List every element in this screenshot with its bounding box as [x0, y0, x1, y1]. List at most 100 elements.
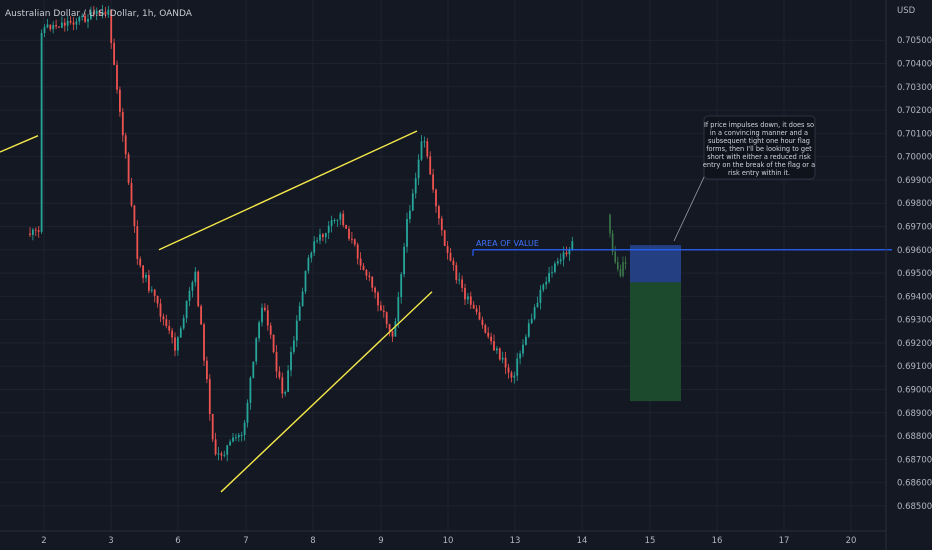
candle-body [429, 156, 432, 175]
y-tick-label: 0.68900 [897, 409, 932, 419]
time-axis[interactable]: 2 3 6 7 8 9 10 13 14 15 16 17 20 [41, 536, 856, 546]
y-tick-label: 0.69000 [897, 385, 932, 395]
candle-body [385, 312, 388, 325]
candle-body [52, 25, 55, 30]
candle-body [246, 402, 249, 423]
y-tick-label: 0.70200 [897, 106, 932, 116]
x-tick-label: 20 [846, 536, 857, 546]
x-tick-label: 8 [310, 536, 315, 546]
candle-body [232, 437, 234, 442]
candle-body [516, 358, 519, 376]
candle-body [446, 245, 449, 253]
trendline[interactable] [220, 291, 433, 493]
x-tick-label: 13 [510, 536, 521, 546]
candle-body [443, 230, 446, 246]
price-axis[interactable]: 0.70500 0.70400 0.70300 0.70200 0.70100 0.700… [897, 36, 932, 512]
take-profit-zone[interactable] [630, 282, 681, 402]
candle-body [58, 26, 60, 28]
x-tick-label: 9 [378, 536, 383, 546]
candle-body [275, 352, 278, 372]
candle-body [197, 271, 200, 307]
candle-body [365, 269, 368, 276]
candle-body [319, 234, 321, 241]
candle-body [110, 9, 113, 43]
candle-body [377, 292, 379, 306]
candle-body [206, 360, 208, 380]
candle-body [565, 252, 568, 255]
candle-body [171, 330, 173, 338]
candle-body [29, 233, 31, 235]
candle-body [177, 337, 179, 351]
candle-body [37, 230, 40, 232]
candle-body [536, 302, 539, 308]
y-tick-label: 0.69700 [897, 223, 932, 233]
candle-body [455, 265, 458, 280]
candle-body [119, 89, 121, 112]
horizontal-grid [0, 39, 886, 507]
y-tick-label: 0.69400 [897, 292, 932, 302]
trendline[interactable] [0, 135, 39, 153]
candle-body [72, 22, 75, 25]
candle-body [55, 25, 57, 27]
candle-body [255, 338, 258, 362]
forecast-candle-body [614, 251, 616, 263]
callout-box[interactable] [703, 115, 816, 180]
candle-body [269, 325, 272, 335]
candle-body [556, 261, 559, 264]
candle-body [194, 271, 197, 283]
candle-body [351, 238, 353, 240]
candle-body [432, 174, 434, 190]
candle-body [406, 219, 408, 247]
x-tick-label: 16 [712, 536, 723, 546]
candle-body [226, 445, 229, 455]
candle-body [478, 312, 481, 320]
candle-body [322, 234, 324, 238]
stop-loss-zone[interactable] [630, 245, 681, 283]
candle-body [153, 289, 156, 296]
candle-body [159, 303, 162, 317]
drawings[interactable]: AREA OF VALUE [0, 130, 892, 493]
trendline[interactable] [158, 130, 418, 251]
y-tick-label: 0.70100 [897, 129, 932, 139]
candle-body [394, 321, 397, 337]
candle-body [81, 15, 84, 18]
candle-body [493, 341, 495, 351]
candle-body [559, 259, 562, 262]
candle-body [374, 287, 376, 293]
candle-body [78, 17, 81, 22]
candle-body [301, 291, 304, 307]
candle-body [136, 226, 139, 259]
x-tick-label: 10 [443, 536, 454, 546]
y-tick-label: 0.68800 [897, 432, 932, 442]
candle-body [435, 189, 437, 207]
candle-body [92, 11, 95, 15]
candle-body [261, 307, 263, 323]
candle-body [162, 316, 165, 320]
candle-body [124, 135, 127, 155]
candle-body [469, 296, 472, 305]
candle-body [356, 244, 359, 259]
candle-body [522, 344, 524, 354]
y-tick-label: 0.69600 [897, 246, 932, 256]
candle-body [464, 287, 466, 300]
candle-body [252, 361, 255, 378]
candle-body [484, 325, 487, 333]
candle-body [519, 353, 521, 359]
candle-body [90, 11, 92, 20]
candle-body [533, 307, 536, 319]
candle-body [467, 296, 469, 300]
candle-body [49, 24, 52, 30]
candle-body [211, 414, 214, 440]
candle-body [295, 320, 298, 341]
candle-body [530, 318, 533, 324]
candle-body [214, 439, 217, 455]
candle-body [101, 11, 104, 16]
candle-body [217, 453, 220, 455]
candle-body [229, 441, 231, 446]
candle-body [203, 324, 205, 361]
position-zones[interactable] [630, 245, 681, 402]
candle-body [449, 252, 452, 261]
candle-body [258, 322, 260, 339]
